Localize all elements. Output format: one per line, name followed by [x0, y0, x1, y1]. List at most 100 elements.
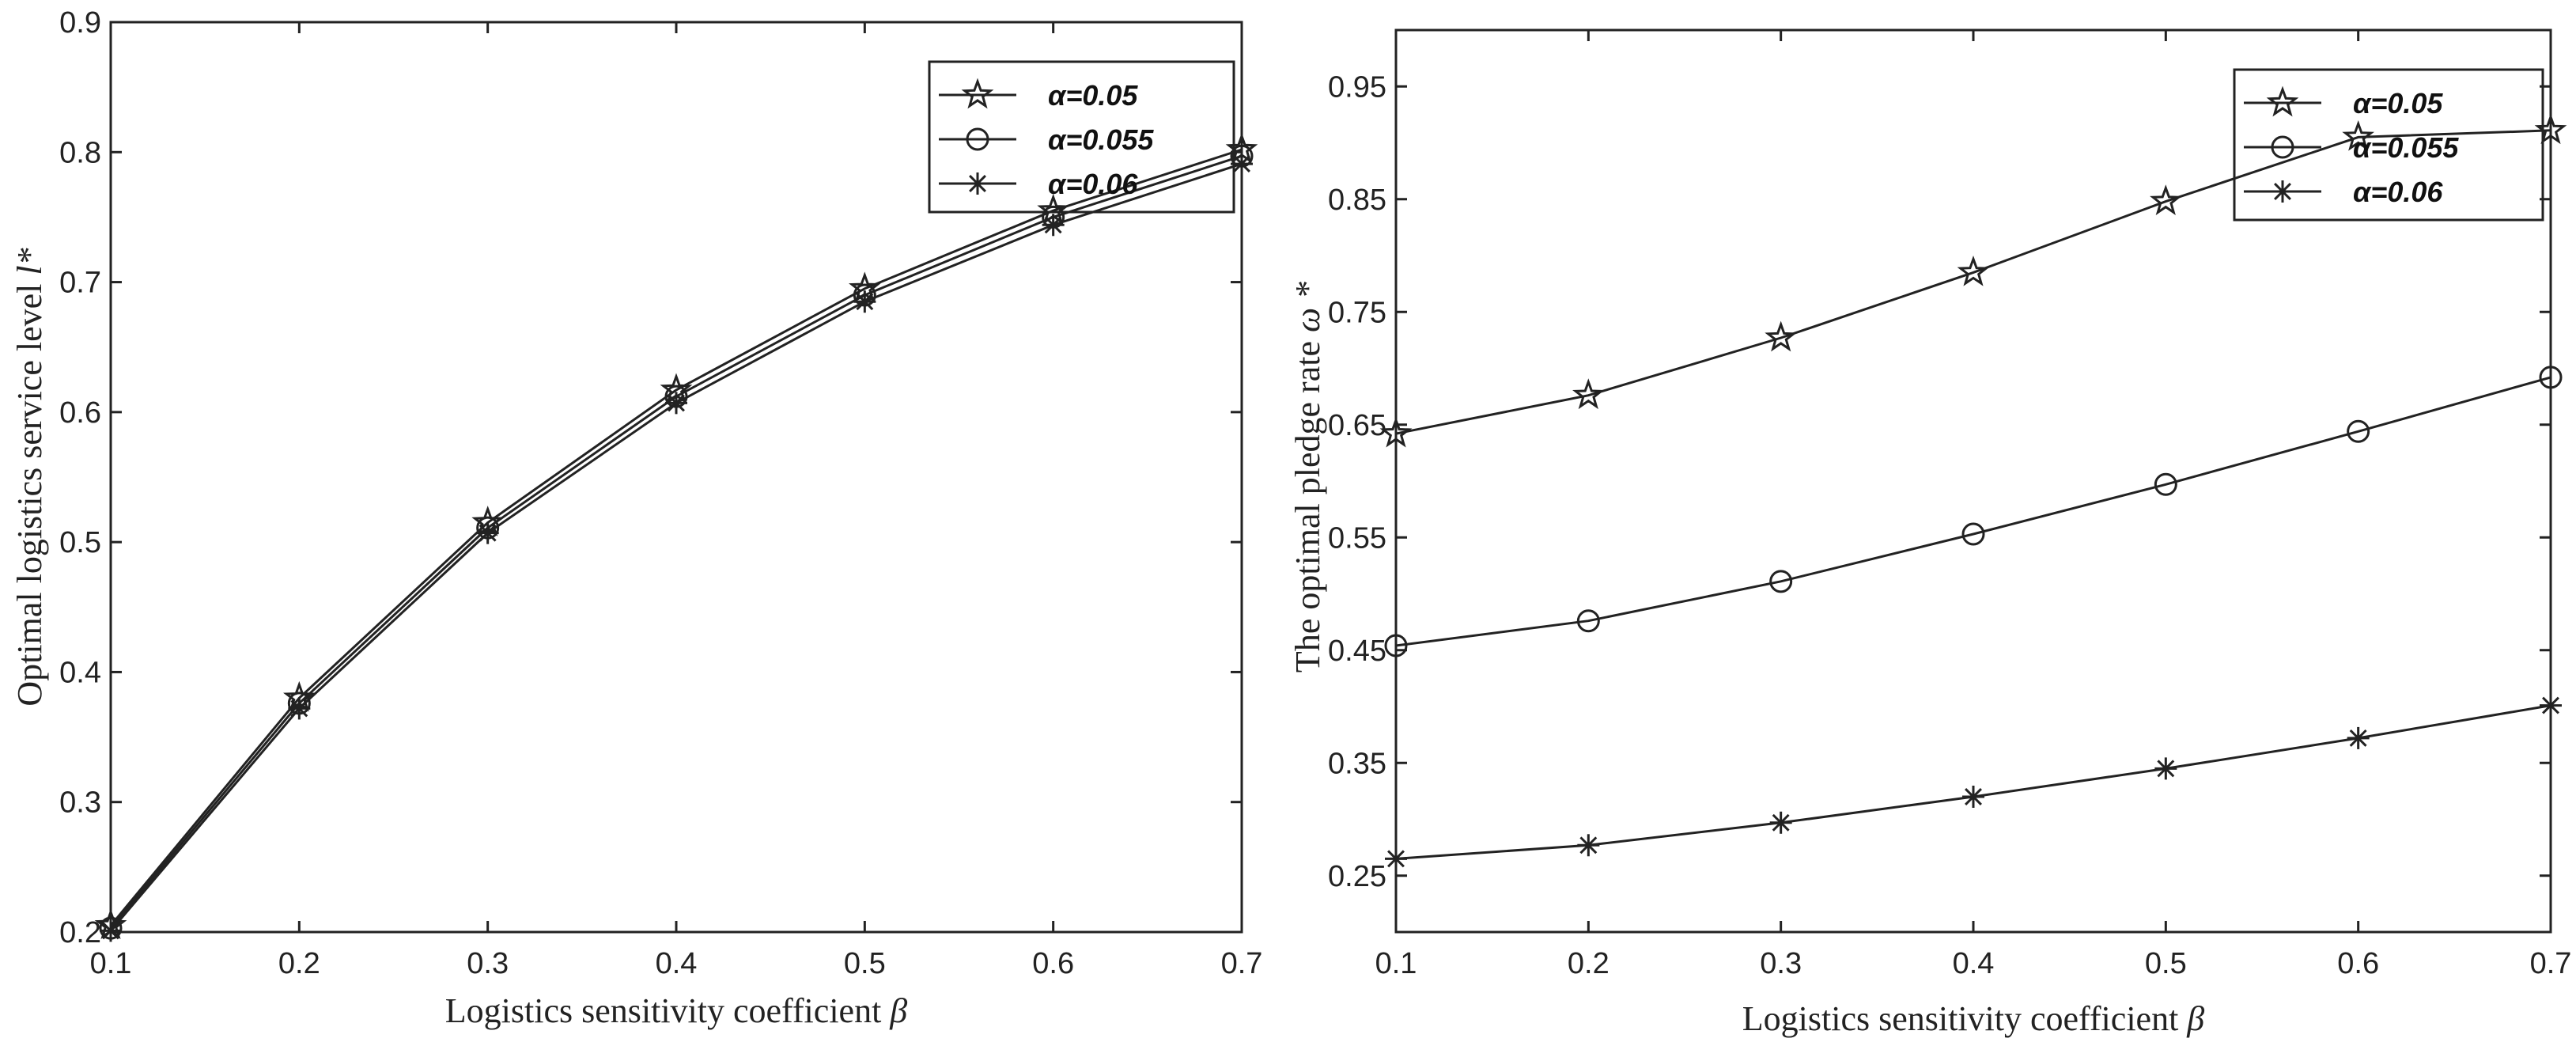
series-line [109, 162, 1243, 932]
legend-marker [2271, 135, 2294, 159]
series-line [1395, 129, 2551, 435]
x-tick-label: 0.4 [656, 947, 698, 980]
legend-marker [966, 127, 989, 151]
y-tick-label: 0.2 [59, 916, 101, 949]
x-axis-label: Logistics sensitivity coefficient β [1742, 999, 2205, 1038]
series-circle [1384, 366, 2563, 657]
data-point [100, 919, 122, 942]
x-tick-label: 0.6 [2337, 947, 2379, 980]
legend-label: α=0.055 [2353, 131, 2459, 164]
data-point [1961, 522, 1985, 546]
y-tick-label: 0.6 [59, 396, 101, 430]
data-point [1769, 570, 1793, 593]
data-point [1384, 634, 1408, 657]
data-point [1379, 416, 1413, 448]
legend-marker [2266, 85, 2299, 117]
series-star [94, 132, 1258, 940]
x-tick-label: 0.2 [1568, 947, 1610, 980]
data-point [2540, 694, 2562, 717]
y-tick-label: 0.8 [59, 136, 101, 169]
y-tick-label: 0.95 [1328, 70, 1386, 104]
series-line [109, 154, 1243, 930]
y-tick-label: 0.75 [1328, 296, 1386, 329]
data-point [2534, 113, 2567, 145]
y-tick-label: 0.65 [1328, 409, 1386, 442]
data-point [1577, 834, 1600, 857]
data-point [1576, 609, 1600, 633]
series-group [94, 132, 1258, 942]
legend-box [928, 60, 1235, 214]
series-asterisk [1385, 694, 2562, 870]
legend-item: α=0.06 [2244, 176, 2443, 208]
x-tick-label: 0.6 [1032, 947, 1074, 980]
legend: α=0.05 α=0.055 α=0.06 [2233, 68, 2544, 222]
data-point [2347, 726, 2370, 749]
x-tick-labels: 0.1 0.2 0.3 0.4 0.5 0.6 0.7 [1375, 947, 2572, 980]
legend-item: α=0.055 [2244, 131, 2459, 164]
legend-marker [2271, 180, 2294, 203]
data-point [2347, 419, 2370, 443]
data-point [288, 697, 311, 720]
x-tick-label: 0.5 [2145, 947, 2187, 980]
legend-item: α=0.05 [939, 78, 1138, 112]
y-tick-label: 0.5 [59, 526, 101, 559]
data-point [1231, 153, 1253, 176]
chart-pledge-rate: 0.1 0.2 0.3 0.4 0.5 0.6 0.7 0.25 0.35 0.45 0.55 0.… [1288, 28, 2572, 1038]
series-circle [99, 144, 1254, 940]
legend-label: α=0.06 [1048, 168, 1138, 200]
legend-item: α=0.055 [939, 123, 1154, 156]
series-star [1379, 113, 2567, 448]
y-tick-labels: 0.2 0.3 0.4 0.5 0.6 0.7 0.8 0.9 [59, 6, 101, 949]
series-line [1395, 376, 2551, 647]
chart-logistics-service-level: 0.1 0.2 0.3 0.4 0.5 0.6 0.7 0.2 0.3 0.4 0.5 0.6 0.7… [10, 6, 1262, 1030]
series-asterisk [100, 153, 1253, 942]
y-tick-label: 0.4 [59, 656, 101, 689]
data-point [1765, 320, 1797, 352]
y-tick-label: 0.35 [1328, 747, 1386, 780]
legend-marker [966, 172, 989, 195]
data-point [1769, 811, 1792, 834]
legend-marker [961, 78, 994, 109]
data-point [2539, 366, 2563, 389]
legend-box [2233, 68, 2544, 222]
data-point [1042, 214, 1065, 237]
y-tick-labels: 0.25 0.35 0.45 0.55 0.65 0.75 0.85 0.95 [1328, 70, 1386, 893]
legend-label: α=0.06 [2353, 176, 2443, 208]
x-tick-label: 0.5 [844, 947, 886, 980]
x-tick-label: 0.1 [1375, 947, 1417, 980]
legend-label: α=0.05 [1048, 79, 1138, 112]
x-tick-label: 0.3 [467, 947, 509, 980]
data-point [2154, 757, 2177, 780]
legend-label: α=0.05 [2353, 87, 2443, 119]
data-point [2342, 120, 2374, 151]
data-point [2150, 184, 2182, 215]
legend-item: α=0.05 [2244, 85, 2443, 119]
x-tick-label: 0.7 [2530, 947, 2572, 980]
data-point [476, 521, 499, 544]
y-axis-label: The optimal pledge rate ω * [1288, 282, 1327, 673]
series-group [1379, 113, 2567, 870]
data-point [1385, 847, 1407, 870]
legend-item: α=0.06 [939, 168, 1138, 200]
y-tick-label: 0.25 [1328, 860, 1386, 893]
data-point [853, 290, 876, 313]
x-axis-label: Logistics sensitivity coefficient β [445, 991, 908, 1030]
x-tick-label: 0.7 [1221, 947, 1263, 980]
x-tick-label: 0.4 [1953, 947, 1995, 980]
data-point [1957, 256, 1990, 286]
y-tick-label: 0.45 [1328, 635, 1386, 668]
y-tick-label: 0.3 [59, 786, 101, 820]
data-point [2154, 472, 2177, 496]
x-tick-label: 0.1 [90, 947, 132, 980]
tick-marks [1394, 30, 2552, 932]
series-line [1395, 704, 2551, 860]
x-tick-label: 0.3 [1760, 947, 1802, 980]
y-tick-label: 0.55 [1328, 521, 1386, 555]
x-tick-label: 0.2 [278, 947, 320, 980]
data-point [665, 392, 687, 415]
data-point [1962, 786, 1984, 808]
x-tick-labels: 0.1 0.2 0.3 0.4 0.5 0.6 0.7 [90, 947, 1263, 980]
series-line [109, 148, 1243, 926]
tick-marks [109, 21, 1243, 934]
